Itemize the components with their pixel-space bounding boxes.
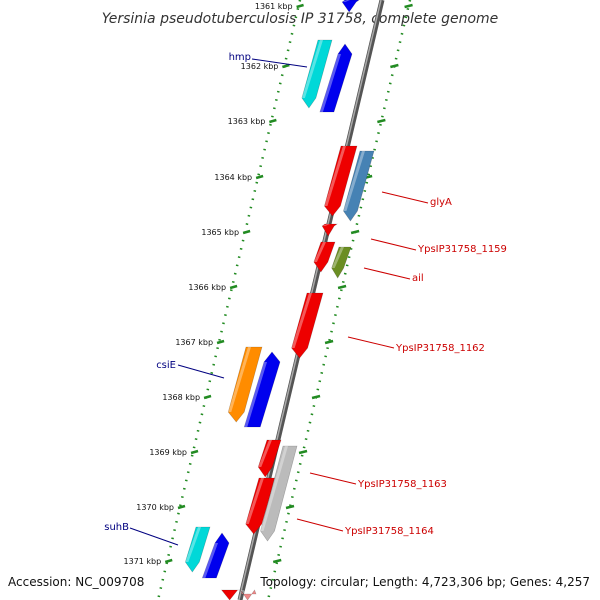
gene-arrow-1163 (257, 439, 282, 478)
gene-label-leader (381, 191, 429, 204)
tick-label: 1364 kbp (214, 173, 252, 182)
gene-arrow-ail-red (313, 241, 336, 273)
gene-arrow-1164 (245, 477, 276, 535)
tick-mark-outer (404, 3, 413, 9)
gene-label: YpsIP31758_1164 (344, 526, 434, 537)
gene-arrow-bottom-pink-shine (240, 590, 247, 594)
gene-arrow-hmp-cyan-shine (301, 40, 323, 98)
gene-arrow-suhb-cyan-shine (185, 527, 201, 562)
gene-arrow-suhb-cyan (185, 526, 211, 573)
tick-label: 1368 kbp (162, 393, 200, 402)
gene-label: YpsIP31758_1159 (417, 244, 507, 255)
gene-label-leader (296, 518, 344, 532)
tick-mark-outer (390, 63, 399, 69)
gene-arrow-bottom-pink (240, 589, 257, 600)
tick-marks: 1361 kbp 1362 kbp 1363 kbp 1364 kbp 1365 kbp… (124, 2, 413, 566)
tick-mark-outer (324, 339, 334, 345)
gene-arrow-grey (260, 445, 298, 542)
gene-features (185, 0, 375, 600)
tick-mark (164, 558, 173, 564)
gene-label-leader (129, 527, 179, 546)
tick-label: 1365 kbp (201, 228, 239, 237)
gene-arrow-glya (324, 145, 358, 217)
tick-mark (177, 504, 186, 510)
topology-text: Topology: circular; Length: 4,723,306 bp… (259, 575, 590, 589)
tick-label: 1363 kbp (228, 117, 266, 126)
gene-arrow-grey-shine (260, 446, 288, 531)
gene-label-leader (309, 472, 357, 485)
gene-label-leader (251, 58, 308, 68)
gene-label: YpsIP31758_1163 (357, 479, 447, 490)
gene-arrow-suhb-blue (201, 532, 230, 579)
gene-arrow-glya-shine (324, 146, 346, 206)
outer-ruler-rail (266, 0, 412, 600)
gene-arrow-1162-shine (291, 293, 312, 348)
gene-label: suhB (104, 522, 129, 533)
gene-label-leader (363, 267, 411, 280)
tick-mark (203, 394, 212, 400)
tick-label: 1366 kbp (188, 283, 226, 292)
tick-mark (269, 118, 277, 124)
tick-label: 1367 kbp (175, 338, 213, 347)
tick-mark-outer (337, 284, 347, 290)
map-title: Yersinia pseudotuberculosis IP 31758, co… (102, 11, 499, 27)
tick-mark-outer (285, 504, 295, 510)
gene-label: hmp (229, 52, 251, 63)
tick-mark (242, 229, 251, 235)
tick-label: 1371 kbp (124, 557, 162, 566)
tick-mark-outer (298, 449, 308, 455)
tick-mark-outer (377, 118, 386, 124)
tick-mark (296, 3, 304, 9)
gene-arrow-ail-olive (331, 246, 352, 279)
gene-label: ail (412, 273, 424, 284)
gene-arrow-csie-orange (227, 346, 263, 423)
tick-mark-outer (272, 558, 282, 564)
gene-label-leader (370, 238, 417, 251)
gene-arrow-csie-blue (243, 351, 281, 428)
gene-arrow-suhb-blue-shine (202, 543, 218, 578)
tick-mark (190, 449, 199, 455)
gene-arrow-hmp-blue-shine (319, 54, 341, 112)
tick-mark (282, 63, 290, 69)
tick-mark-outer (350, 229, 360, 235)
gene-label-leader (177, 364, 225, 379)
gene-arrow-hmp-cyan (301, 39, 333, 109)
gene-arrow-hmp-blue (319, 43, 353, 113)
gene-arrow-1159 (321, 223, 338, 237)
gene-arrow-ail-red-shine (313, 242, 326, 262)
gene-label: glyA (430, 197, 452, 208)
tick-mark (255, 174, 264, 180)
gene-arrow-1164-shine (245, 478, 264, 524)
gene-arrow-1162 (291, 292, 324, 359)
accession-text: Accession: NC_009708 (8, 575, 144, 589)
tick-mark (229, 284, 238, 290)
tick-mark-outer (311, 394, 321, 400)
gene-arrow-top (341, 0, 360, 13)
tick-mark (216, 339, 225, 345)
gene-arrow-1163-shine (258, 440, 272, 467)
gene-arrow-bottom-red (221, 589, 240, 600)
gene-label: YpsIP31758_1162 (395, 343, 485, 354)
gene-arrow-csie-blue-shine (244, 362, 267, 427)
tick-label: 1361 kbp (255, 2, 293, 11)
gene-arrow-top-shine (342, 0, 350, 2)
gene-arrow-ail-olive-shine (331, 247, 344, 268)
tick-label: 1370 kbp (136, 503, 174, 512)
gene-label: csiE (156, 360, 176, 371)
tick-label: 1362 kbp (241, 62, 279, 71)
gene-arrow-steelblue (343, 150, 375, 222)
gene-arrow-csie-orange-shine (228, 347, 251, 412)
gene-label-leader (347, 336, 395, 349)
tick-label: 1369 kbp (149, 448, 187, 457)
inner-ruler-rail (156, 0, 302, 600)
gene-arrow-1159-shine (322, 224, 330, 226)
gene-arrow-steelblue-shine (343, 151, 365, 211)
